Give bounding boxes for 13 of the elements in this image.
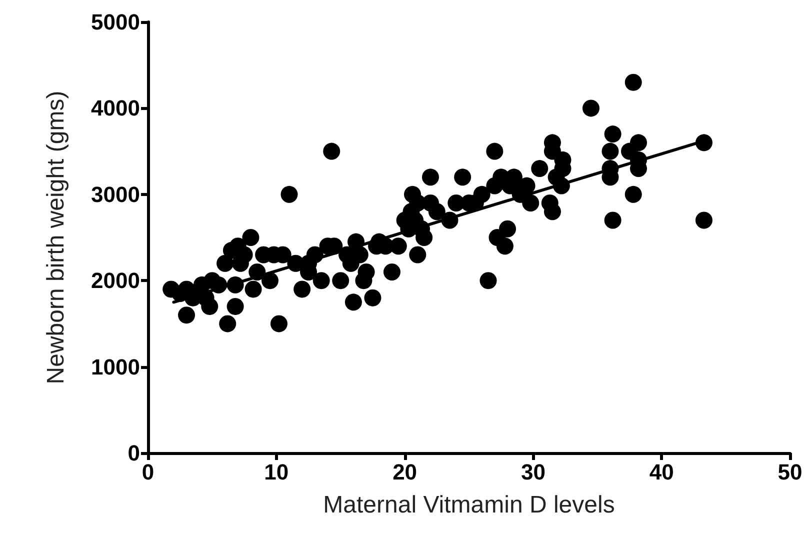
- x-tick-label: 50: [778, 460, 802, 484]
- y-tick-label: 1000: [91, 354, 140, 380]
- y-tick-label: 0: [128, 440, 140, 466]
- y-tick-label: 3000: [91, 182, 140, 207]
- y-tick-label: 4000: [91, 96, 140, 121]
- y-tick-label: 5000: [91, 10, 140, 34]
- x-tick-label: 10: [264, 460, 289, 484]
- x-tick-label: 20: [392, 460, 418, 484]
- x-tick-label: 30: [520, 460, 546, 484]
- x-tick-label: 40: [649, 460, 674, 484]
- y-axis-title: Newborn birth weight (gms): [42, 90, 70, 384]
- x-axis-title: Maternal Vitmamin D levels: [323, 492, 615, 518]
- y-tick-label: 2000: [91, 268, 140, 294]
